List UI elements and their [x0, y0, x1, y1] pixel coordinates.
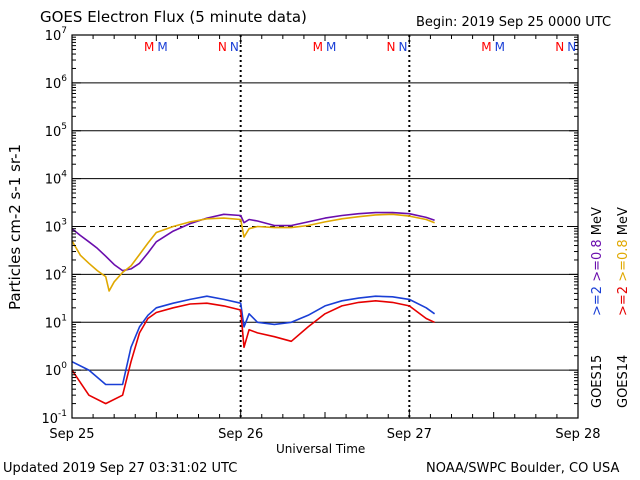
x-axis-label: Universal Time: [276, 442, 366, 456]
y-tick-label: 103: [45, 218, 67, 236]
series-line-goes15_low: [71, 295, 436, 386]
legend-goes15-low: >=2: [590, 282, 605, 316]
begin-time: Begin: 2019 Sep 25 0000 UTC: [416, 15, 612, 30]
day-marker-goes14: M: [313, 40, 323, 54]
y-tick-exponent: 2: [61, 265, 67, 275]
x-tick-label: Sep 28: [555, 427, 600, 442]
updated-timestamp: Updated 2019 Sep 27 03:31:02 UTC: [3, 461, 238, 476]
y-tick-label: 102: [45, 265, 67, 283]
chart-title: GOES Electron Flux (5 minute data): [40, 8, 307, 26]
legend-goes14-low: >=2: [616, 282, 631, 316]
x-tick-label: Sep 25: [49, 427, 94, 442]
series-line-goes14_high: [71, 213, 435, 292]
x-tick-label: Sep 27: [387, 427, 432, 442]
credit-text: NOAA/SWPC Boulder, CO USA: [426, 461, 620, 476]
y-tick-label: 106: [45, 74, 68, 92]
y-tick-label: 105: [45, 122, 67, 140]
y-tick-exponent: 6: [61, 74, 67, 84]
day-marker-goes15: M: [495, 40, 505, 54]
y-tick-label: 107: [45, 26, 67, 44]
y-tick-exponent: 7: [61, 26, 67, 36]
legend-goes15-label: GOES15: [590, 355, 605, 408]
y-tick-exponent: 3: [61, 218, 67, 228]
series-layer: [71, 211, 436, 405]
axis-layer: [71, 34, 579, 419]
day-marker-goes15: N: [567, 40, 576, 54]
y-tick-exponent: 1: [61, 313, 67, 323]
legend-unit: MeV: [590, 207, 605, 235]
day-marker-goes15: M: [157, 40, 167, 54]
y-tick-label: 10-1: [41, 409, 67, 427]
y-axis-title: Particles cm-2 s-1 sr-1: [6, 144, 24, 310]
legend-goes14-energies: >=2 >=0.8 MeV: [616, 207, 631, 316]
day-marker-goes15: M: [326, 40, 336, 54]
series-line-goes14_low: [71, 299, 435, 405]
day-marker-goes15: N: [399, 40, 408, 54]
x-tick-label: Sep 26: [218, 427, 263, 442]
legend-goes14-high: >=0.8: [616, 235, 631, 282]
y-tick-label: 101: [45, 313, 67, 331]
day-marker-goes15: N: [230, 40, 239, 54]
y-tick-label: 100: [45, 361, 68, 379]
legend-goes14: GOES14: [616, 355, 631, 408]
y-tick-exponent: 5: [61, 122, 67, 132]
y-tick-label: 104: [45, 170, 68, 188]
day-marker-goes14: M: [481, 40, 491, 54]
y-tick-exponent: 0: [61, 361, 67, 371]
grid-layer: [72, 35, 578, 418]
day-marker-goes14: N: [387, 40, 396, 54]
legend-goes14-label: GOES14: [616, 355, 631, 408]
legend-goes15: GOES15: [590, 355, 605, 408]
day-marker-goes14: M: [144, 40, 154, 54]
day-marker-goes14: N: [218, 40, 227, 54]
legend-goes15-high: >=0.8: [590, 235, 605, 282]
y-tick-exponent: 4: [61, 170, 67, 180]
y-tick-exponent: -1: [58, 409, 67, 419]
day-marker-goes14: N: [555, 40, 564, 54]
series-line-goes15_high: [71, 211, 435, 272]
legend-goes15-energies: >=2 >=0.8 MeV: [590, 207, 605, 316]
legend-unit: MeV: [616, 207, 631, 235]
